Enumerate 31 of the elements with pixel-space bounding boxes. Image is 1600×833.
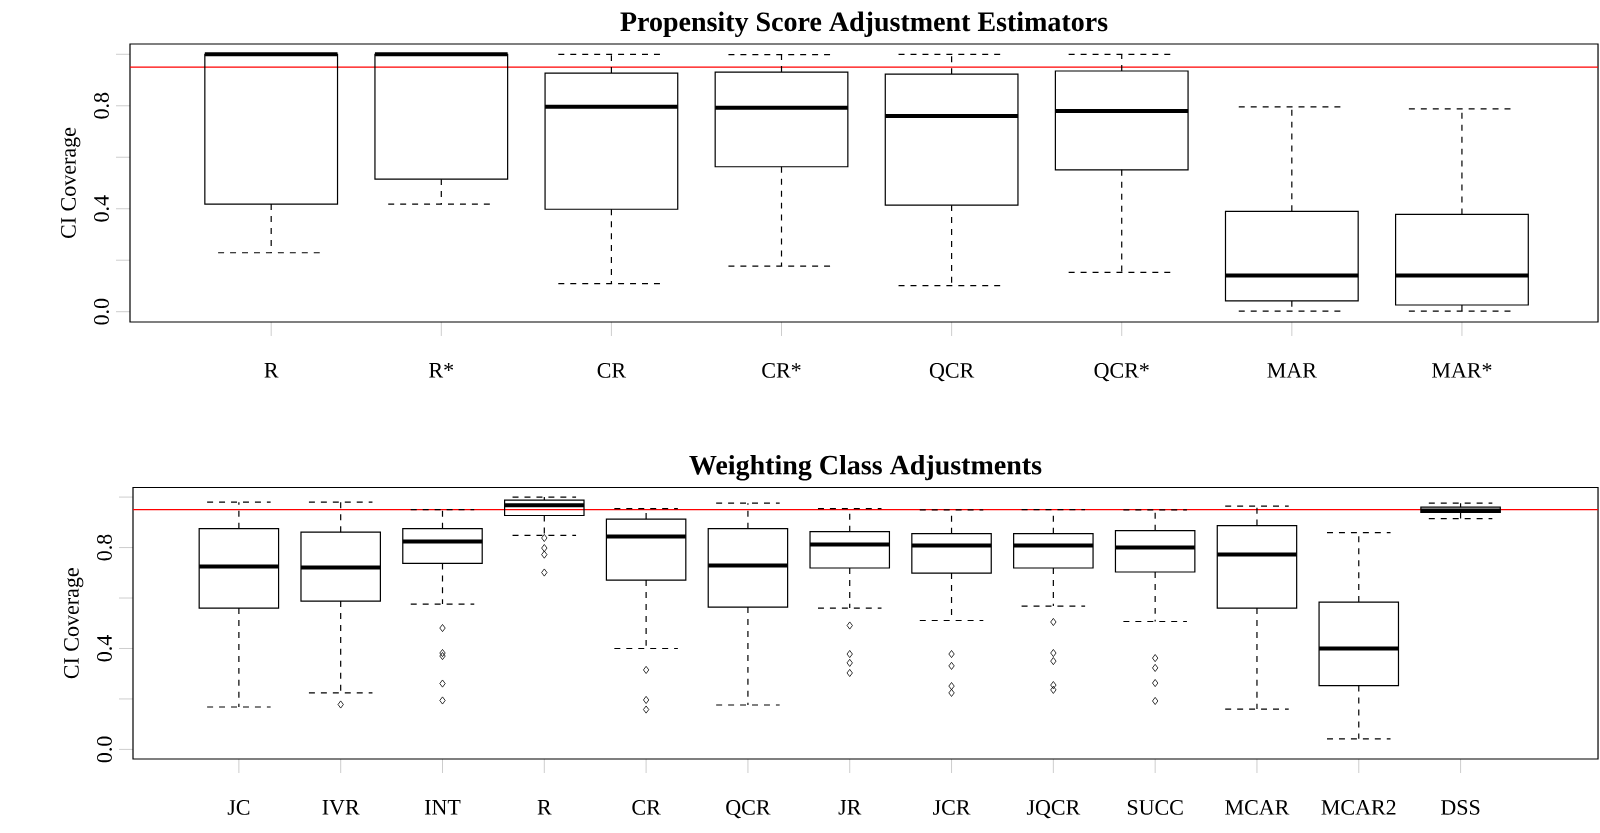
x-tick-label: CR* [762, 363, 801, 378]
x-tick-label: R* [429, 363, 454, 378]
y-tick-label: 0.0 [94, 298, 109, 325]
x-tick-label: JR [838, 800, 862, 815]
x-tick-label: QCR [726, 800, 771, 819]
x-tick-label: JC [227, 800, 250, 815]
x-tick-label: R [537, 800, 552, 815]
x-tick-label: QCR* [1094, 363, 1149, 382]
x-tick-label: CR [632, 800, 661, 815]
x-tick-label: QCR [929, 363, 975, 382]
x-tick-label: DSS [1441, 800, 1480, 815]
x-tick-label: CR [597, 363, 627, 378]
x-tick-label: MAR* [1432, 363, 1492, 378]
y-tick-label: 0.4 [97, 635, 112, 662]
x-tick-label: JQCR [1026, 800, 1081, 819]
y-tick-label: 0.8 [97, 534, 112, 561]
x-tick-label: MCAR2 [1321, 800, 1396, 815]
y-tick-label: 0.0 [97, 736, 112, 763]
chart-title: Weighting Class Adjustments [689, 454, 1042, 481]
x-tick-label: JCR [933, 800, 971, 815]
y-tick-label: 0.8 [94, 92, 109, 119]
x-tick-label: INT [424, 800, 461, 815]
x-tick-label: R [264, 363, 279, 378]
x-tick-label: SUCC [1127, 800, 1183, 815]
chart-title: Propensity Score Adjustment Estimators [620, 11, 1108, 37]
y-tick-label: 0.4 [94, 195, 109, 222]
y-axis-title: CI Coverage [64, 568, 84, 679]
x-tick-label: IVR [322, 800, 360, 815]
x-tick-label: MCAR [1225, 800, 1290, 815]
y-axis-title: CI Coverage [61, 127, 81, 238]
x-tick-label: MAR [1267, 363, 1317, 378]
